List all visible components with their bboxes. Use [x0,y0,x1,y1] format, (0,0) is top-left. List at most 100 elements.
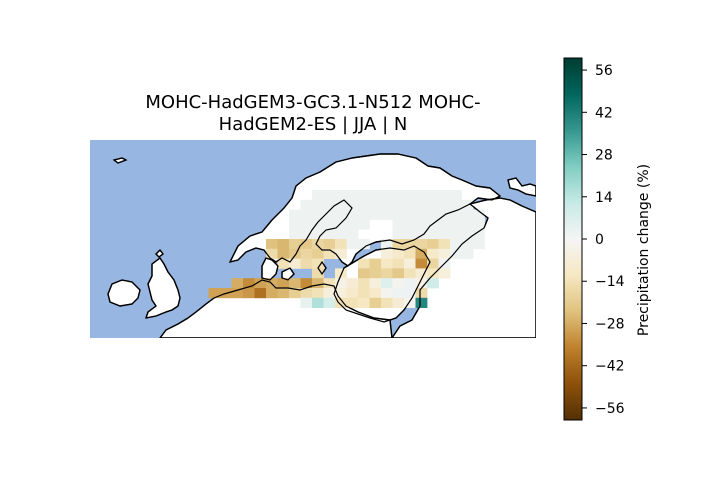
grid-cell [392,229,405,240]
grid-cell [461,248,474,259]
grid-cell [450,199,462,210]
grid-cell [381,199,393,210]
grid-cell [427,248,439,259]
grid-cell [300,248,313,259]
grid-cell [358,278,370,289]
grid-cell [392,190,405,201]
grid-cell [392,258,405,269]
grid-cell [346,288,359,299]
grid-cell [404,278,416,289]
colorbar-label: Precipitation change (%) [636,163,652,337]
grid-cell [438,229,451,240]
grid-cell [392,199,405,210]
colorbar-tick-label: −14 [595,274,625,290]
colorbar-tick-label: 56 [595,63,613,79]
grid-cell [450,219,462,230]
grid-cell [415,219,428,230]
grid-cell [404,248,416,259]
grid-cell [312,199,324,210]
grid-cell [323,219,336,230]
grid-cell [289,229,301,240]
grid-cell [323,278,336,289]
grid-cell [381,297,393,308]
coastline-stroke [145,257,181,319]
grid-cell [243,278,255,289]
colorbar-gradient [564,58,582,420]
grid-cell [346,297,359,308]
grid-cell [323,190,336,201]
grid-cell [323,209,336,220]
grid-cell [427,239,439,250]
grid-cell [438,239,451,250]
grid-cell [312,288,324,299]
grid-cell [300,239,313,250]
grid-cell [312,258,324,269]
grid-cell [289,288,301,299]
grid-cell [438,190,451,201]
grid-cell [358,199,370,210]
grid-cell [300,199,313,210]
grid-cell [404,229,416,240]
grid-cell [358,190,370,201]
grid-cell [392,209,405,220]
grid-cell [277,239,290,250]
grid-cell [404,199,416,210]
coastlines [107,153,536,338]
coastline-stroke [281,267,295,281]
grid-cell [438,199,451,210]
grid-cell [335,297,347,308]
grid-cell [381,288,393,299]
grid-cell [369,199,382,210]
grid-cell [415,278,428,289]
coastline-stroke [261,257,279,281]
grid-cell [346,219,359,230]
grid-cell [346,229,359,240]
grid-cell [312,190,324,201]
grid-cell [312,268,324,279]
grid-cell [323,229,336,240]
grid-cell [415,268,428,279]
grid-cell [266,248,278,259]
grid-cell [254,288,267,299]
grid-cell [335,199,347,210]
grid-cell [358,219,370,230]
colorbar-ticks: 56 42 28 14 0 −14 −28 −42 −56 [582,63,625,417]
grid-cell [369,190,382,201]
grid-cell [289,219,301,230]
grid-cell [312,209,324,220]
grid-cell [427,229,439,240]
grid-cell [346,209,359,220]
colorbar-tick-label: −56 [595,401,625,417]
grid-cell [392,248,405,259]
coastline-stroke [333,245,431,323]
grid-cell [289,209,301,220]
grid-cell [300,288,313,299]
grid-cell [427,268,439,279]
grid-cell [358,258,370,269]
grid-cell [289,258,301,269]
grid-cell [392,288,405,299]
grid-cell [392,239,405,250]
grid-cell [277,248,290,259]
colorbar-tick-label: 0 [595,232,604,248]
colorbar-tick-label: −42 [595,359,625,375]
grid-cell [323,199,336,210]
grid-cell [335,268,347,279]
grid-cell [415,297,428,308]
grid-cell [427,278,439,289]
grid-cell [335,219,347,230]
grid-cell [243,288,255,299]
grid-cell [358,209,370,220]
grid-cell [369,258,382,269]
grid-cell [323,297,336,308]
grid-cell [461,229,474,240]
grid-cell [381,248,393,259]
grid-cell [404,268,416,279]
grid-cell [335,248,347,259]
grid-cell [289,278,301,289]
grid-cell [392,219,405,230]
grid-cell [358,288,370,299]
grid-cell [404,219,416,230]
grid-cell [381,239,393,250]
